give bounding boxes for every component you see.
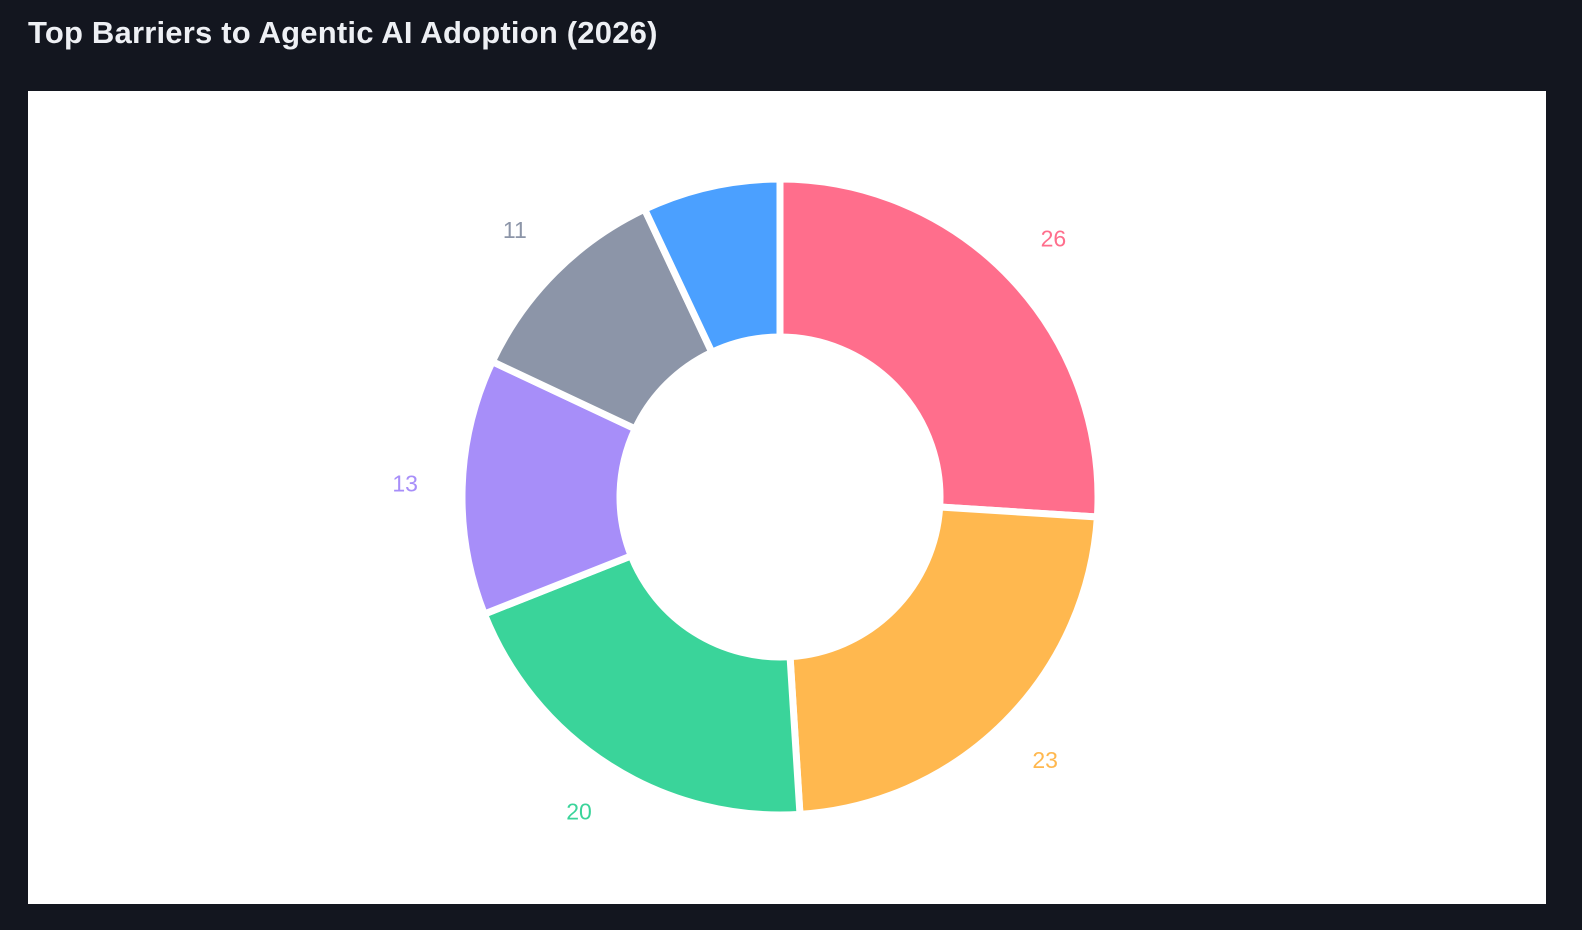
donut-slice-3[interactable] [480,552,804,819]
slice-value-label-1: 26 [1041,225,1067,251]
donut-slices [458,175,1102,819]
page-title: Top Barriers to Agentic AI Adoption (202… [28,15,658,50]
donut-slice-2[interactable] [786,503,1101,818]
donut-labels: 26 23 20 13 11 [392,217,1066,825]
slice-value-label-4: 13 [392,470,418,496]
donut-slice-1[interactable] [776,175,1102,521]
slice-value-label-2: 23 [1032,747,1058,773]
slice-value-label-3: 20 [566,799,592,825]
donut-slice-6[interactable] [641,175,784,356]
chart-panel: 26 23 20 13 11 [28,91,1546,904]
donut-slice-4[interactable] [458,358,639,618]
donut-chart: 26 23 20 13 11 [392,175,1102,825]
slice-value-label-5: 11 [503,217,527,243]
